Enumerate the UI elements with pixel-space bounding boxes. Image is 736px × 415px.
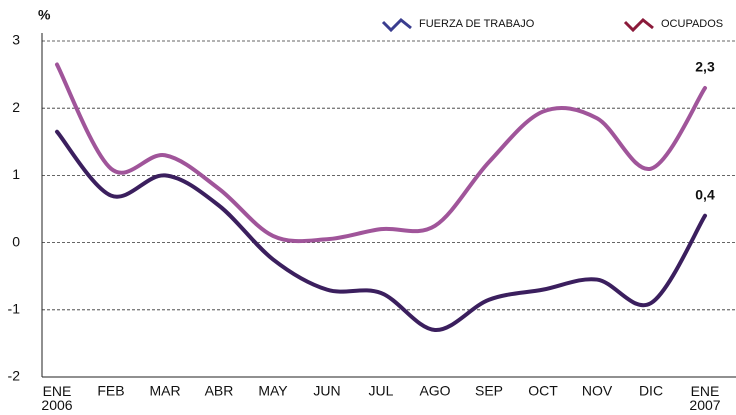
x-tick-label: SEP	[475, 383, 503, 399]
line	[55, 129, 707, 332]
x-tick-label: ABR	[205, 383, 234, 399]
x-tick-label: ENE 2007	[689, 383, 720, 413]
x-tick-label: OCT	[528, 383, 558, 399]
x-tick-label: JUN	[313, 383, 340, 399]
x-tick-label: MAR	[149, 383, 180, 399]
x-tick-label: NOV	[582, 383, 613, 399]
y-tick-label: -1	[8, 301, 21, 317]
y-tick-label: 1	[12, 166, 20, 182]
x-tick-label: FEB	[97, 383, 124, 399]
y-tick-label: 2	[12, 99, 20, 115]
y-tick-label: 3	[12, 32, 20, 48]
data-label: 0,4	[695, 186, 715, 202]
line	[55, 62, 707, 244]
data-label: 2,3	[695, 59, 715, 75]
x-tick-label: JUL	[369, 383, 394, 399]
x-tick-label: MAY	[258, 383, 288, 399]
x-tick-label: ENE 2006	[41, 383, 72, 413]
legend-label: FUERZA DE TRABAJO	[419, 18, 535, 30]
legend-icon	[381, 17, 412, 33]
y-tick-label: 0	[12, 233, 20, 249]
x-tick-label: DIC	[639, 383, 663, 399]
y-tick-label: -2	[8, 368, 21, 384]
legend-label: OCUPADOS	[661, 18, 723, 30]
legend-icon	[623, 17, 654, 33]
y-axis-label: %	[38, 7, 51, 23]
x-tick-label: AGO	[419, 383, 450, 399]
